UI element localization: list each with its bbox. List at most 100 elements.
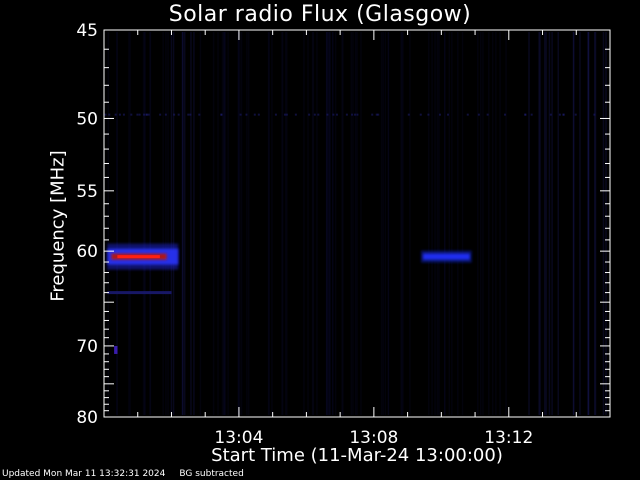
noise-stripe [307, 32, 309, 415]
noise-stripe [212, 32, 215, 415]
noise-stripe [217, 32, 219, 415]
noise-dot [332, 113, 335, 116]
noise-stripe [495, 32, 497, 415]
y-tick-label: 60 [76, 242, 98, 262]
noise-stripe [172, 32, 175, 415]
noise-stripe [303, 32, 305, 415]
noise-stripe [409, 32, 411, 415]
noise-dot [274, 113, 277, 116]
noise-dot [173, 113, 176, 116]
noise-stripe [482, 32, 484, 415]
noise-dot [198, 113, 201, 116]
noise-stripe [451, 32, 453, 415]
noise-stripe [165, 32, 167, 415]
noise-stripe [223, 32, 225, 415]
noise-stripe [267, 32, 270, 415]
noise-dot [164, 113, 167, 116]
noise-dot [285, 113, 288, 116]
noise-stripe [387, 32, 390, 415]
noise-dot [427, 113, 430, 116]
footer-status: Updated Mon Mar 11 13:32:31 2024 BG subtr… [2, 469, 258, 479]
noise-stripe [199, 32, 202, 415]
noise-dot [136, 113, 139, 116]
noise-stripe [170, 32, 173, 415]
noise-stripe [356, 32, 358, 415]
noise-dot [504, 113, 507, 116]
noise-stripe [360, 32, 362, 415]
y-axis: 45 50 55 60 70 80 [76, 21, 610, 428]
noise-stripe [190, 32, 192, 415]
y-tick-label: 50 [76, 109, 98, 129]
noise-dot [159, 113, 162, 116]
noise-stripe [329, 32, 332, 415]
noise-stripe [528, 32, 530, 415]
noise-dot [313, 113, 316, 116]
noise-stripe [434, 32, 436, 415]
noise-stripe [116, 32, 118, 415]
burst-core [117, 255, 160, 259]
noise-dot [114, 113, 117, 116]
noise-stripe [605, 32, 607, 415]
bg-subtracted-note: BG subtracted [179, 469, 244, 479]
plot-frame [103, 29, 611, 418]
noise-stripe [491, 32, 494, 415]
noise-stripe [402, 32, 404, 415]
noise-stripe [387, 32, 390, 415]
noise-stripe [327, 32, 329, 415]
noise-stripe [443, 32, 446, 415]
noise-dot [419, 113, 422, 116]
chart-title: Solar radio Flux (Glasgow) [168, 2, 472, 27]
noise-dot [345, 113, 348, 116]
noise-stripe [129, 32, 131, 415]
noise-dot [524, 113, 527, 116]
noise-dot [189, 113, 192, 116]
noise-stripe [401, 32, 403, 415]
noise-dot [177, 113, 180, 116]
noise-dot [335, 113, 338, 116]
noise-stripe [246, 32, 248, 415]
noise-stripe [247, 32, 250, 415]
noise-stripe [281, 32, 284, 415]
noise-dot [294, 113, 297, 116]
noise-stripe [341, 32, 343, 415]
noise-dot [351, 113, 354, 116]
noise-dot [122, 113, 125, 116]
noise-stripe [436, 32, 439, 415]
noise-stripe [281, 32, 283, 415]
noise-stripe [544, 32, 546, 415]
noise-dot [486, 113, 489, 116]
noise-stripe [237, 32, 240, 415]
noise-stripe [548, 32, 551, 415]
noise-dot [326, 113, 329, 116]
y-tick-label: 80 [76, 408, 98, 428]
noise-stripe [328, 32, 330, 415]
noise-stripe [487, 32, 490, 415]
noise-stripe [331, 32, 334, 415]
noise-stripe [240, 32, 243, 415]
noise-dot [245, 113, 248, 116]
noise-stripe [268, 32, 270, 415]
noise-stripe [587, 32, 590, 415]
noise-dot [283, 113, 286, 116]
noise-stripe [142, 32, 145, 415]
noise-stripe [384, 32, 387, 415]
noise-dot [220, 113, 223, 116]
noise-stripe [149, 32, 152, 415]
noise-stripe [326, 32, 328, 415]
noise-dot [130, 113, 133, 116]
noise-stripe [594, 32, 597, 415]
noise-stripe [144, 32, 146, 415]
noise-dot [317, 113, 320, 116]
noise-stripe [354, 32, 357, 415]
noise-stripe [193, 32, 195, 415]
noise-dot [574, 113, 577, 116]
noise-dot [375, 113, 378, 116]
noise-stripe [431, 32, 433, 415]
noise-stripe [284, 32, 287, 415]
x-axis: 13:04 13:08 13:12 [103, 30, 611, 448]
noise-stripe [572, 32, 575, 415]
noise-stripe [461, 32, 464, 415]
noise-stripe [223, 32, 226, 415]
noise-stripe [183, 32, 186, 415]
emission-features [107, 243, 472, 354]
